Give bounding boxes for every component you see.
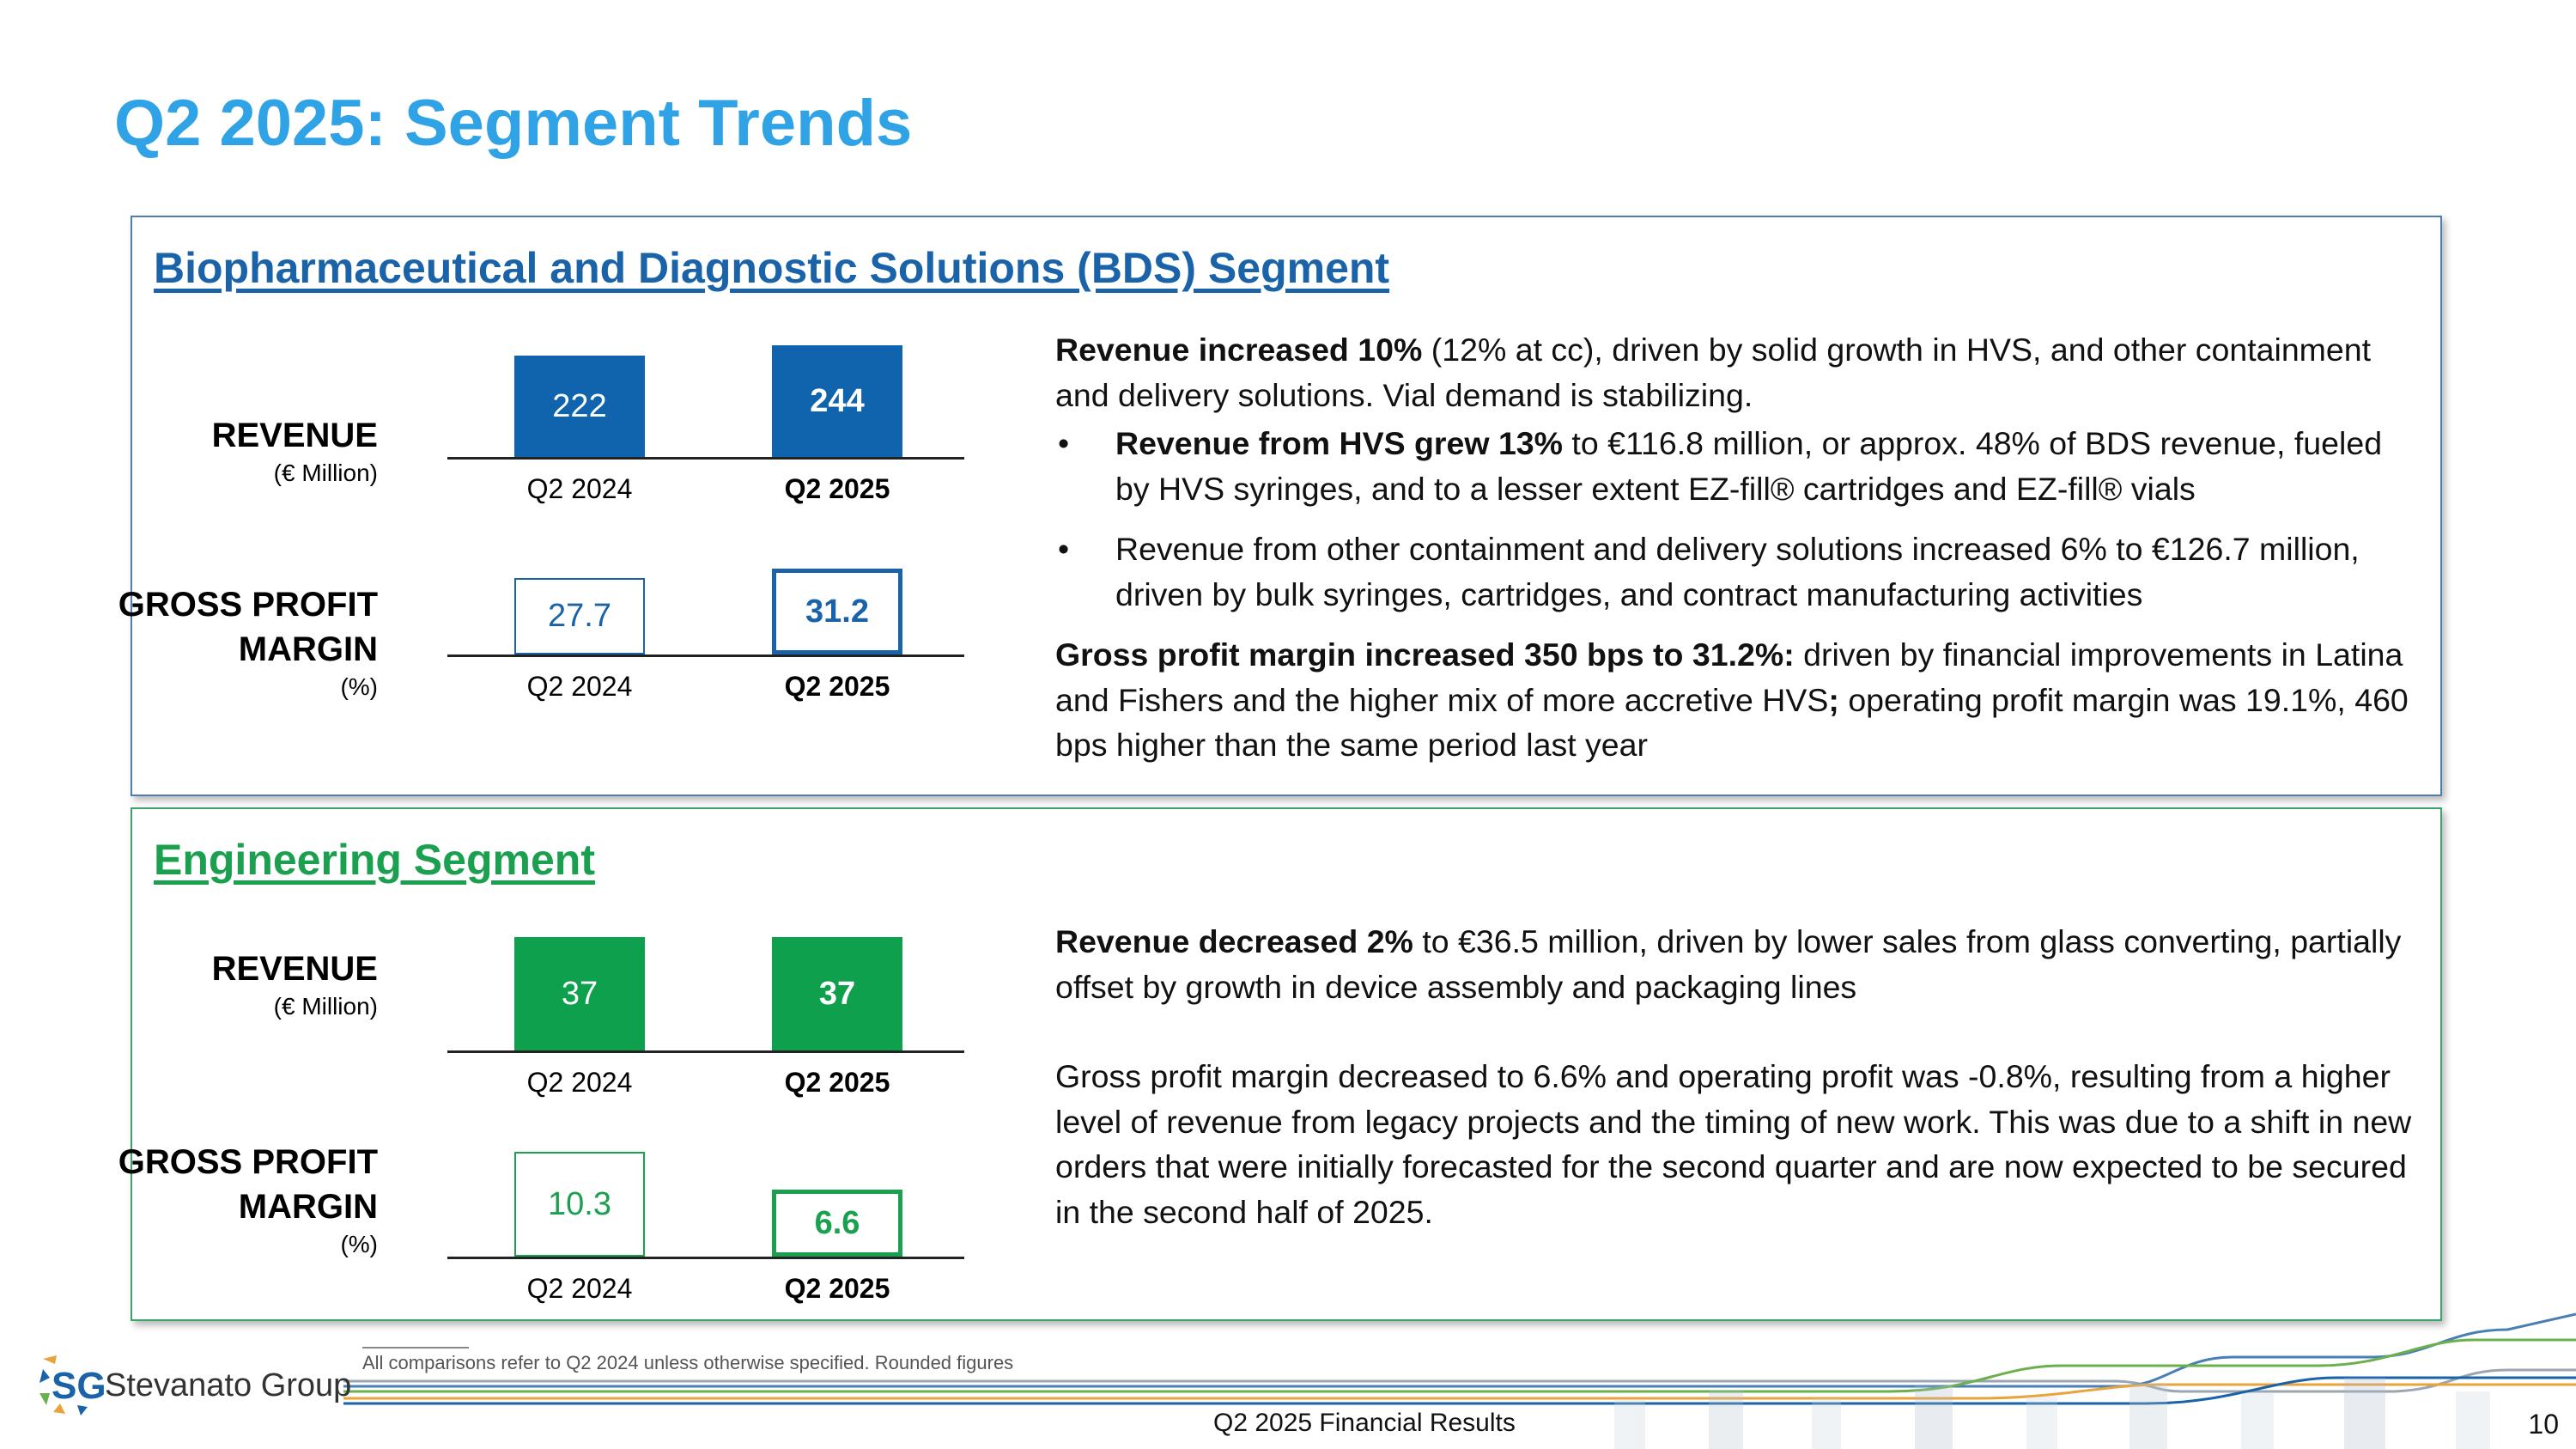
eng-gpm-bar-q2-2024: 10.3 [514,1152,645,1257]
eng-gpm-baseline [447,1257,964,1259]
bds-gpm-chart: 27.7 31.2 Q2 2024 Q2 2025 [447,552,964,702]
bds-gpm-detail: driven by financial improvements in Lati… [1055,636,2403,718]
bds-other-detail: Revenue from other containment and deliv… [1115,531,2360,612]
bds-gpm-semicolon: ; [1828,681,1839,718]
eng-revenue-label-text: REVENUE [211,950,378,988]
eng-commentary: Revenue decreased 2% to €36.5 million, d… [1055,919,2412,1234]
bds-revenue-unit: (€ Million) [273,460,378,486]
bds-gpm-unit: (%) [340,673,378,700]
eng-revenue-bar-q2-2024: 37 [514,937,645,1050]
eng-revenue-baseline [447,1050,964,1053]
bds-revenue-label: REVENUE (€ Million) [212,413,378,489]
eng-revenue-bar-q2-2025: 37 [772,937,902,1050]
eng-gpm-label: GROSS PROFIT MARGIN (%) [118,1140,378,1260]
bds-segment-panel: Biopharmaceutical and Diagnostic Solutio… [118,216,2442,796]
bds-revenue-bar-q2-2024: 222 [514,356,645,457]
eng-revenue-detail: to €36.5 million, driven by lower sales … [1055,923,2402,1005]
bds-opm-detail: operating profit margin was 19.1%, 460 b… [1055,681,2409,764]
bds-revenue-tick-q2-2024: Q2 2024 [526,473,633,504]
bds-gpm-bar-q2-2025: 31.2 [772,569,902,654]
eng-gpm-chart: 10.3 6.6 Q2 2024 Q2 2025 [447,1135,964,1304]
eng-gpm-label-line2: MARGIN [238,1188,378,1226]
page-number: 10 [2528,1409,2559,1440]
bds-revenue-paragraph: Revenue increased 10% (12% at cc), drive… [1055,327,2412,417]
bds-revenue-baseline [447,457,964,460]
eng-gpm-tick-q2-2025: Q2 2025 [784,1273,890,1304]
page-title: Q2 2025: Segment Trends [114,87,913,160]
bullet-icon: • [1058,531,1070,567]
eng-gpm-unit: (%) [340,1231,378,1257]
footer-decoration-lines [343,1312,2576,1449]
eng-revenue-paragraph: Revenue decreased 2% to €36.5 million, d… [1055,919,2412,1009]
bds-revenue-tick-q2-2025: Q2 2025 [784,473,890,504]
footnote: All comparisons refer to Q2 2024 unless … [362,1352,1014,1373]
eng-revenue-label: REVENUE (€ Million) [212,947,378,1022]
eng-revenue-tick-q2-2025: Q2 2025 [784,1067,890,1098]
eng-gpm-paragraph: Gross profit margin decreased to 6.6% an… [1055,1058,2412,1230]
bds-gpm-label: GROSS PROFIT MARGIN (%) [118,582,378,703]
bds-revenue-label-text: REVENUE [211,417,378,454]
footer-label: Q2 2025 Financial Results [1213,1409,1516,1437]
bds-segment-title: Biopharmaceutical and Diagnostic Solutio… [154,244,1390,292]
bds-gpm-bar-q2-2024: 27.7 [514,578,645,654]
logo-wordmark: Stevanato Group [105,1367,352,1403]
bds-hvs-detail: to €116.8 million, or approx. 48% of BDS… [1115,425,2383,507]
eng-revenue-unit: (€ Million) [273,993,378,1020]
engineering-segment-panel: Engineering Segment REVENUE (€ Million) … [118,807,2442,1321]
bds-revenue-chart: 222 244 Q2 2024 Q2 2025 [447,329,964,504]
eng-gpm-tick-q2-2024: Q2 2024 [526,1273,633,1304]
eng-revenue-tick-q2-2024: Q2 2024 [526,1067,633,1098]
bds-gpm-paragraph: Gross profit margin increased 350 bps to… [1055,632,2412,768]
bds-hvs-headline: Revenue from HVS grew 13% [1115,425,1564,461]
bds-revenue-detail: (12% at cc), driven by solid growth in H… [1055,332,2372,413]
logo-mark: SG [52,1365,106,1407]
bds-revenue-bar-q2-2025: 244 [772,345,902,457]
bds-bullet-hvs: • Revenue from HVS grew 13% to €116.8 mil… [1055,421,2412,511]
engineering-segment-title: Engineering Segment [154,836,595,884]
bds-gpm-headline: Gross profit margin increased 350 bps to… [1055,636,1795,673]
bds-bullet-list: • Revenue from HVS grew 13% to €116.8 mil… [1055,421,2412,617]
bds-commentary: Revenue increased 10% (12% at cc), drive… [1055,327,2412,768]
bds-gpm-label-line2: MARGIN [238,630,378,668]
eng-revenue-chart: 37 37 Q2 2024 Q2 2025 [447,921,964,1098]
bds-gpm-tick-q2-2025: Q2 2025 [784,671,890,702]
footnote-rule [362,1347,469,1349]
eng-gpm-bar-q2-2025: 6.6 [772,1190,902,1257]
bds-revenue-headline: Revenue increased 10% [1055,332,1423,368]
bullet-icon: • [1058,425,1070,461]
bds-gpm-baseline [447,654,964,657]
stevanato-logo: SG [39,1355,106,1416]
bds-gpm-label-line1: GROSS PROFIT [118,586,378,624]
bds-bullet-other: • Revenue from other containment and deli… [1055,527,2412,617]
eng-gpm-label-line1: GROSS PROFIT [118,1143,378,1181]
eng-revenue-headline: Revenue decreased 2% [1055,923,1413,959]
bds-gpm-tick-q2-2024: Q2 2024 [526,671,633,702]
